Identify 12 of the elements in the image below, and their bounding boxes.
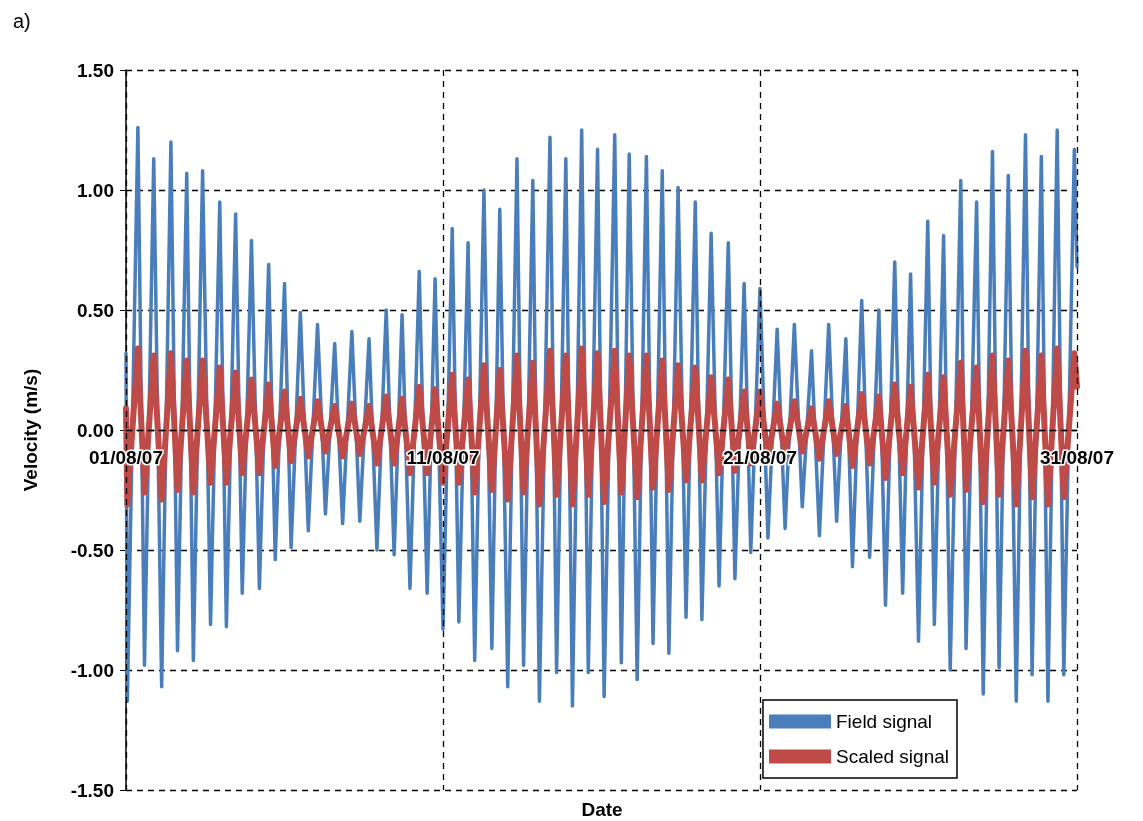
y-tick-label: 1.00 — [77, 179, 114, 201]
y-tick-label: -1.50 — [70, 779, 114, 801]
legend-label: Field signal — [835, 711, 933, 732]
y-tick-label: -0.50 — [70, 539, 114, 561]
x-axis-title: Date — [581, 799, 623, 820]
y-axis-title: Velocity (m/s) — [20, 368, 41, 492]
legend-label: Scaled signal — [835, 746, 950, 767]
y-tick-label: 1.50 — [77, 59, 114, 81]
y-tick-label: -1.00 — [70, 659, 114, 681]
y-tick-label: 0.00 — [77, 419, 114, 441]
y-tick-label: 0.50 — [77, 299, 114, 321]
chart-title: a) — [13, 10, 31, 32]
